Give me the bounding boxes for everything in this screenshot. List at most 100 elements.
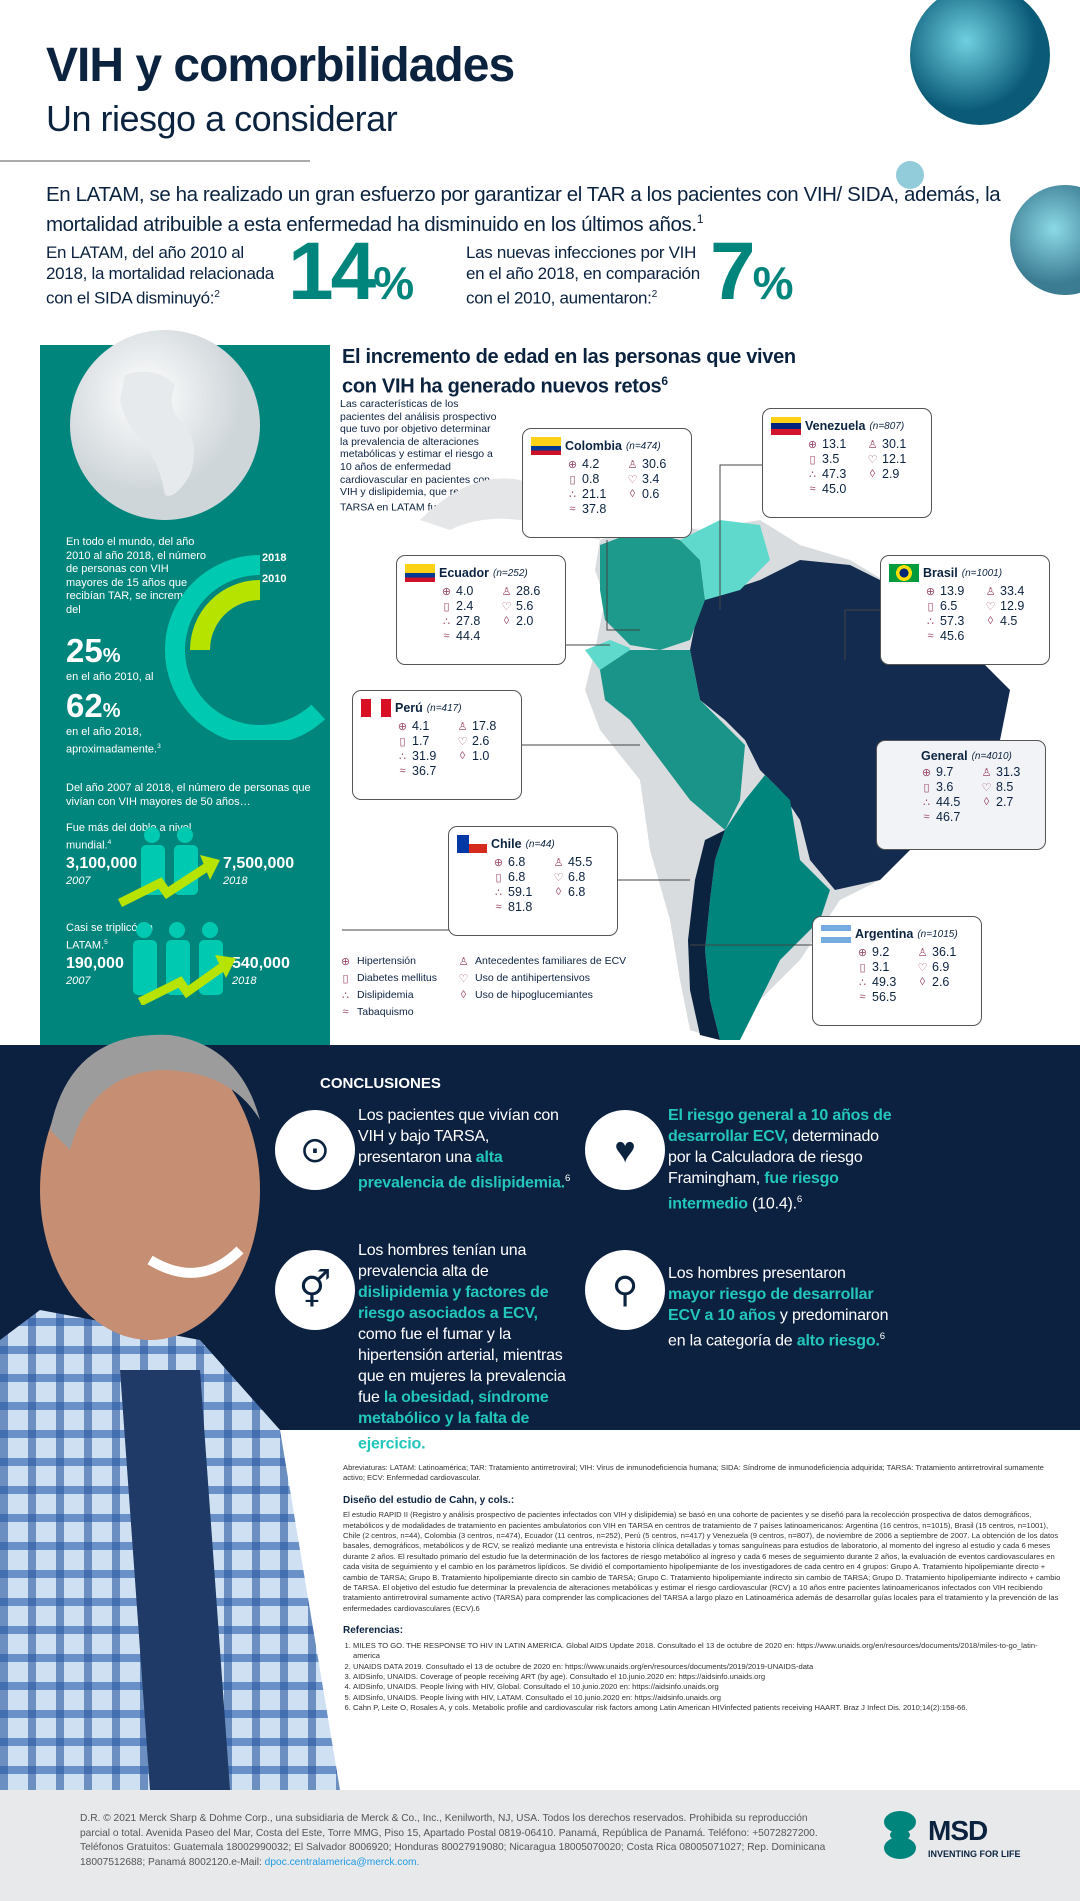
hypertension-icon: ⊕ (807, 438, 818, 451)
value-text: 13.9 (940, 584, 965, 598)
legend-label: Uso de antihipertensivos (475, 972, 590, 984)
mortality-stat-text: En LATAM, del año 2010 al 2018, la morta… (46, 243, 274, 308)
value-text: 17.8 (472, 719, 497, 733)
diabetes-icon: ▯ (859, 961, 866, 974)
value-item: ♡ 12.1 (867, 452, 927, 466)
gender-icon: ⚥ (275, 1250, 355, 1330)
man-icon: ⚲ (585, 1250, 665, 1330)
value-item: ∴ 57.3 (925, 614, 985, 628)
smoking-icon: ≈ (569, 503, 576, 515)
diabetes-icon: ▯ (443, 600, 450, 613)
brasil-flag-icon (889, 564, 919, 582)
value-item: ▯ 3.5 (807, 452, 867, 466)
value-text: 9.7 (936, 765, 954, 779)
antihypertensive-icon: ♡ (985, 600, 996, 613)
people-growth-icon (117, 827, 220, 908)
value-item: ▯ 2.4 (441, 599, 501, 613)
hypoglycemic-icon: ◊ (629, 488, 636, 500)
value-item: ♡ 6.9 (917, 960, 977, 974)
email-link[interactable]: dpoc.centralamerica@merck.com. (264, 1856, 420, 1868)
country-name: General (921, 749, 968, 763)
value-item: ♙ 28.6 (501, 584, 561, 598)
country-sample-size: (n=1015) (917, 928, 958, 940)
value-item: ≈44.4 (441, 629, 501, 643)
country-values: ⊕ 9.7 ♙ 31.3 ▯ 3.6 ♡ 8.5 ∴ 44.5 ◊ 2.7 ≈46.7 (921, 765, 1037, 824)
hypertension-icon: ⊕ (567, 458, 578, 471)
value-item: ⊕ 4.2 (567, 457, 627, 471)
ring-label-2018: 2018 (262, 552, 287, 564)
value-text: 36.7 (412, 764, 437, 778)
value-text: 31.3 (996, 765, 1021, 779)
country-box-chile: Chile (n=44) ⊕ 6.8 ♙ 45.5 ▯ 6.8 ♡ 6.8 ∴ 59.1 ◊ 6.8 ≈81… (448, 826, 618, 936)
value-text: 5.6 (516, 599, 534, 613)
smoking-icon: ≈ (809, 483, 816, 495)
family-history-icon: ♙ (553, 856, 564, 869)
virus-illustration (896, 0, 1080, 295)
value-text: 45.6 (940, 629, 965, 643)
country-header: Venezuela (n=807) (771, 417, 923, 435)
value-item: ♡ 8.5 (981, 780, 1041, 794)
world-from: 3,100,000 (66, 855, 138, 872)
value-text: 28.6 (516, 584, 541, 598)
diabetes-icon: ▯ (569, 473, 576, 486)
country-name: Brasil (923, 566, 958, 580)
country-header: Colombia (n=474) (531, 437, 683, 455)
text-segment: 6 (879, 1331, 885, 1342)
country-name: Argentina (855, 927, 914, 941)
country-values: ⊕ 9.2 ♙ 36.1 ▯ 3.1 ♡ 6.9 ∴ 49.3 ◊ 2.6 ≈56.5 (857, 945, 973, 1004)
infections-stat-text: Las nuevas infecciones por VIH en el año… (466, 243, 700, 308)
country-values: ⊕ 4.1 ♙ 17.8 ▯ 1.7 ♡ 2.6 ∴ 31.9 ◊ 1.0 ≈36.7 (397, 719, 513, 778)
country-sample-size: (n=807) (869, 420, 905, 432)
tar-text: En todo el mundo, del año 2010 al año 20… (66, 536, 207, 616)
footnotes: Abreviaturas: LATAM: Latinoamérica; TAR:… (343, 1463, 1063, 1714)
ring-label-2010: 2010 (262, 573, 287, 585)
value-item: ⊕ 4.0 (441, 584, 501, 598)
highlight-text: dislipidemia y factores de riesgo asocia… (358, 1284, 549, 1322)
hypoglycemic-icon: ◊ (983, 796, 990, 808)
smoking-icon: ≈ (859, 991, 866, 1003)
ecuador-flag-icon (405, 564, 435, 582)
smoking-icon: ≈ (342, 1006, 349, 1018)
value-item: ♡ 5.6 (501, 599, 561, 613)
venezuela-flag-icon (771, 417, 801, 435)
value-text: 2.7 (996, 795, 1014, 809)
value-text: 1.0 (472, 749, 490, 763)
country-box-argentina: Argentina (n=1015) ⊕ 9.2 ♙ 36.1 ▯ 3.1 ♡ 6.9 ∴ 49.3 ◊… (812, 916, 982, 1026)
legend-item: ♡ Uso de antihipertensivos (458, 972, 628, 985)
value-item: ◊ 2.7 (981, 795, 1041, 809)
value-text: 2.0 (516, 614, 534, 628)
family-history-icon: ♙ (627, 458, 638, 471)
country-sample-size: (n=417) (426, 702, 462, 714)
value-text: 12.9 (1000, 599, 1025, 613)
value-item: ⊕ 13.9 (925, 584, 985, 598)
value-item: ♡ 3.4 (627, 472, 687, 486)
smoking-icon: ≈ (443, 630, 450, 642)
value-item: ∴ 44.5 (921, 795, 981, 809)
antihypertensive-icon: ♡ (981, 781, 992, 794)
country-header: Chile (n=44) (457, 835, 609, 853)
value-item: ∴ 31.9 (397, 749, 457, 763)
country-sample-size: (n=1001) (961, 567, 1003, 579)
hypertension-icon: ⊕ (493, 856, 504, 869)
value-item: ≈36.7 (397, 764, 457, 778)
value-text: 0.6 (642, 487, 660, 501)
antihypertensive-icon: ♡ (457, 735, 468, 748)
value-text: 6.9 (932, 960, 950, 974)
references-title: Referencias: (343, 1625, 404, 1637)
intro-text: En LATAM, se ha realizado un gran esfuer… (46, 183, 1001, 236)
value-text: 3.4 (642, 472, 660, 486)
highlight-text: alto riesgo. (796, 1332, 880, 1350)
text-segment: 6 (425, 1434, 431, 1445)
value-text: 49.3 (872, 975, 897, 989)
latam-text: Casi se triplicó en LATAM.5 (66, 922, 153, 952)
value-text: 6.8 (568, 885, 586, 899)
value-item: ∴ 49.3 (857, 975, 917, 989)
country-box-general: General (n=4010) ⊕ 9.7 ♙ 31.3 ▯ 3.6 ♡ 8.5 ∴ 44.5 ◊ 2.… (876, 740, 1046, 850)
reference-item: AIDSinfo, UNAIDS. People living with HIV… (353, 1693, 1063, 1703)
value-item: ♙ 31.3 (981, 765, 1041, 779)
antihypertensive-icon: ♡ (501, 600, 512, 613)
country-values: ⊕ 6.8 ♙ 45.5 ▯ 6.8 ♡ 6.8 ∴ 59.1 ◊ 6.8 ≈81.8 (493, 855, 609, 914)
value-text: 44.5 (936, 795, 961, 809)
value-item: ◊ 2.0 (501, 614, 561, 628)
globe-icon (70, 330, 260, 520)
